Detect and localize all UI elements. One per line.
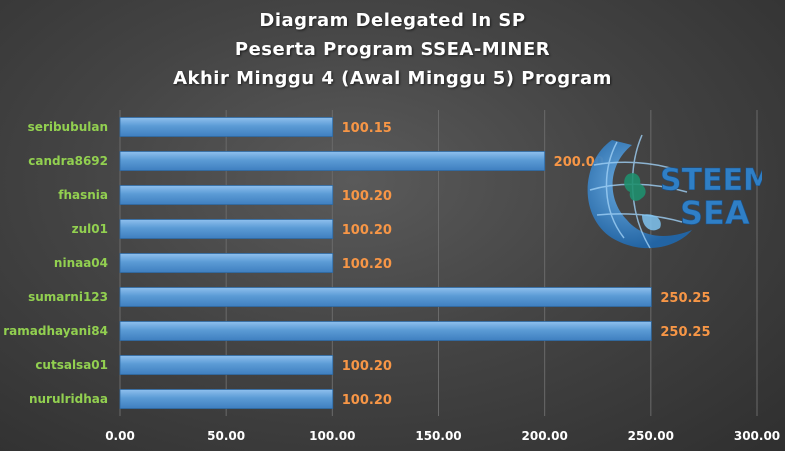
bar	[119, 389, 334, 409]
category-label: ninaa04	[54, 256, 108, 270]
bar	[119, 151, 546, 171]
logo-text-sea: SEA	[680, 194, 750, 232]
chart-title-line-2: Peserta Program SSEA-MINER	[234, 39, 551, 60]
bar	[119, 253, 334, 273]
category-label: seribubulan	[28, 120, 108, 134]
category-label: candra8692	[28, 154, 108, 168]
x-tick-label: 100.00	[309, 429, 355, 443]
data-label: 100.15	[342, 121, 392, 136]
category-label: zul01	[72, 222, 108, 236]
landmass-icon	[624, 173, 646, 201]
x-tick-label: 200.00	[522, 429, 568, 443]
bar	[119, 287, 652, 307]
category-label: nurulridhaa	[29, 392, 108, 406]
x-tick-label: 150.00	[415, 429, 461, 443]
data-label: 200.00	[554, 155, 604, 170]
category-label: ramadhayani84	[3, 324, 108, 338]
x-tick-label: 300.00	[734, 429, 780, 443]
category-label: fhasnia	[58, 188, 108, 202]
x-tick-label: 50.00	[207, 429, 245, 443]
chart-title-line-3: Akhir Minggu 4 (Awal Minggu 5) Program	[173, 68, 612, 89]
data-label: 100.20	[342, 223, 392, 238]
data-label: 250.25	[660, 325, 710, 340]
data-label: 100.20	[342, 359, 392, 374]
bar	[119, 355, 334, 375]
data-label: 100.20	[342, 257, 392, 272]
bar	[119, 185, 334, 205]
bar	[119, 321, 652, 341]
category-label: sumarni123	[28, 290, 108, 304]
bar	[119, 117, 334, 137]
category-label: cutsalsa01	[35, 358, 108, 372]
data-label: 100.20	[342, 393, 392, 408]
x-tick-label: 0.00	[105, 429, 135, 443]
data-label: 100.20	[342, 189, 392, 204]
landmass-icon	[642, 214, 661, 231]
data-label: 250.25	[660, 291, 710, 306]
steem-sea-logo: STEEM SEA	[587, 134, 762, 249]
x-tick-label: 250.00	[628, 429, 674, 443]
bar	[119, 219, 334, 239]
chart-title-line-1: Diagram Delegated In SP	[259, 10, 526, 31]
logo-text-steem: STEEM	[660, 163, 762, 198]
